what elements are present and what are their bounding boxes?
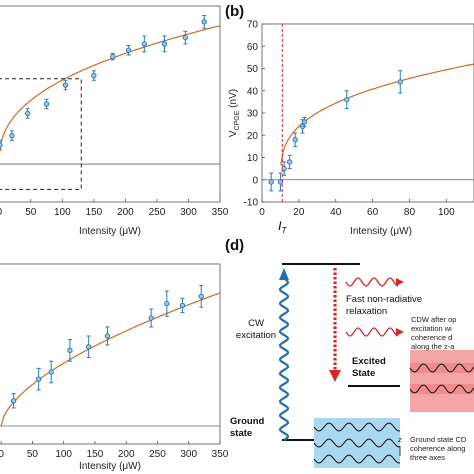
data-point: [125, 47, 132, 53]
y-tick-label: -10: [244, 198, 259, 209]
data-point: [62, 82, 69, 88]
data-point: [292, 137, 298, 143]
data-point: [91, 72, 97, 79]
ylabel-top-right: VCPGE (nV): [228, 89, 241, 137]
threshold-label: IT: [278, 219, 287, 235]
x-tick-label: 350: [212, 207, 229, 218]
data-point: [48, 369, 54, 375]
x-tick-label: 0: [0, 207, 2, 218]
x-tick-label: 40: [330, 207, 342, 218]
x-tick-label: 50: [27, 449, 39, 460]
data-point: [10, 398, 17, 404]
y-tick-label: 20: [247, 131, 259, 142]
data-point: [148, 315, 154, 321]
y-tick-label: 40: [247, 86, 259, 97]
xlabel-top-left: Intensity (μW): [79, 226, 141, 237]
data-point: [161, 41, 168, 47]
xlabel-top-right: Intensity (μW): [350, 226, 412, 237]
excited-state-label: Excited State: [352, 356, 386, 379]
data-point: [104, 333, 111, 339]
x-tick-label: 300: [180, 207, 197, 218]
data-point: [43, 101, 50, 107]
x-tick-label: 100: [55, 449, 72, 460]
emission-wave-2: [345, 327, 399, 337]
data-point: [141, 41, 148, 47]
fit-curve: [280, 63, 474, 166]
x-tick-label: 20: [293, 207, 305, 218]
cdw-ground-text: Ground state CD coherence along three axes: [410, 435, 467, 462]
data-point: [9, 132, 15, 139]
data-point: [281, 165, 287, 172]
x-tick-label: 150: [87, 449, 104, 460]
data-point: [344, 96, 350, 103]
emission-arrowhead-2: [396, 328, 404, 336]
data-point: [164, 300, 170, 307]
cw-arrowhead: [279, 268, 289, 280]
y-tick-label: 70: [247, 20, 259, 31]
plot-frame-top-left: [0, 5, 221, 203]
data-point: [67, 347, 73, 354]
cw-excitation-label: CW excitation: [236, 318, 276, 341]
relaxation-label: Fast non-radiative relaxation: [346, 294, 422, 317]
x-tick-label: 250: [149, 207, 166, 218]
panel-label-d: (d): [225, 237, 244, 254]
relaxation-arrowhead: [329, 370, 341, 382]
x-tick-label: 200: [117, 207, 134, 218]
chart-bottom-left: Intensity (μW) 0 50 100 150 200 250 300 350: [0, 263, 229, 472]
y-tick-label: 60: [247, 42, 259, 53]
data-point: [85, 344, 92, 350]
data-point: [268, 179, 274, 185]
z-axis-label: z: [397, 435, 402, 444]
chart-top-left: Intensity (μW) 0 50 100 150 200 250 300 350: [0, 5, 229, 237]
x-tick-label: 80: [404, 207, 416, 218]
data-point: [397, 79, 403, 85]
y-tick-label: 30: [247, 109, 259, 120]
data-point: [35, 376, 42, 382]
panel-label-b: (b): [225, 3, 244, 20]
data-point: [201, 19, 207, 25]
cdw-excited-band: [409, 350, 474, 412]
x-tick-label: 250: [149, 449, 166, 460]
y-tick-label: 50: [247, 64, 259, 75]
data-point: [110, 53, 116, 60]
plot-frame-bottom-left: [0, 263, 221, 445]
data-point: [182, 34, 189, 41]
data-point: [198, 293, 204, 300]
data-point: [301, 119, 308, 125]
data-point: [0, 142, 3, 148]
cdw-excited-text: CDW after op excitation wi coherence d alon…: [411, 315, 456, 351]
ground-state-label: Ground state: [230, 416, 264, 439]
x-tick-label: 60: [367, 207, 379, 218]
xlabel-bottom-left: Intensity (μW): [79, 461, 141, 472]
x-tick-label: 150: [86, 207, 103, 218]
x-tick-label: 100: [54, 207, 71, 218]
chart-top-right: (b) Intensity (μW) VCPGE (nV) 0 20 40 60 80 1…: [225, 3, 474, 237]
fit-curve: [0, 25, 221, 154]
data-point: [24, 110, 31, 117]
emission-wave-1: [345, 277, 399, 287]
x-tick-label: 50: [25, 207, 37, 218]
x-tick-label: 0: [0, 449, 4, 460]
data-point: [286, 159, 293, 165]
cw-excitation-arrow: [279, 279, 289, 441]
y-tick-label: 0: [252, 175, 258, 186]
fit-curve: [0, 292, 221, 427]
plot-frame-top-right: [261, 23, 474, 203]
cdw-ground-band: [313, 418, 401, 468]
x-tick-label: 350: [212, 449, 229, 460]
emission-arrowhead-1: [396, 278, 404, 286]
energy-diagram: (d) CW excitation Fast non-radiative relax…: [225, 237, 474, 468]
x-tick-label: 100: [438, 207, 455, 218]
x-tick-label: 200: [118, 449, 135, 460]
data-point: [179, 302, 186, 309]
x-tick-label: 0: [259, 207, 265, 218]
x-tick-label: 300: [180, 449, 197, 460]
y-tick-label: 10: [247, 153, 259, 164]
